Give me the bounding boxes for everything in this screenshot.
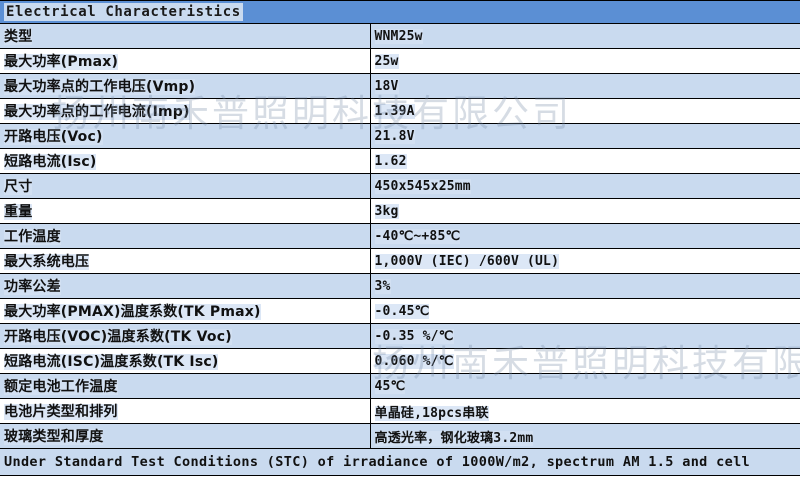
footer-note: Under Standard Test Conditions (STC) of …: [0, 448, 800, 476]
row-label: 额定电池工作温度: [4, 379, 118, 395]
row-label-cell: 短路电流(Isc): [0, 148, 370, 174]
row-value-cell: 18V: [369, 73, 800, 99]
table-row: 电池片类型和排列 单晶硅,18pcs串联: [0, 398, 800, 424]
row-label-cell: 工作温度: [0, 223, 370, 249]
row-value: 1,000V (IEC) /600V (UL): [374, 254, 560, 269]
row-value-cell: 21.8V: [369, 123, 800, 149]
table-row: 最大功率点的工作电流(Imp) 1.39A: [0, 98, 800, 124]
row-label: 最大系统电压: [4, 254, 90, 270]
table-title: Electrical Characteristics: [4, 3, 243, 21]
row-value-cell: 1.62: [369, 148, 800, 174]
table-row: 开路电压(VOC)温度系数(TK Voc) -0.35 %/℃: [0, 323, 800, 349]
row-label-cell: 最大功率(Pmax): [0, 48, 370, 74]
row-value: 单晶硅,18pcs串联: [374, 405, 489, 421]
row-value: WNM25w: [374, 29, 423, 44]
row-label-cell: 短路电流(ISC)温度系数(TK Isc): [0, 348, 370, 374]
row-value: -0.45℃: [374, 304, 430, 319]
row-value: 3kg: [374, 204, 399, 219]
row-value: 18V: [374, 79, 399, 94]
row-value: 0.060 %/℃: [374, 354, 454, 369]
row-value: 高透光率，钢化玻璃3.2mm: [374, 430, 534, 446]
row-value: 450x545x25mm: [374, 179, 471, 194]
row-label-cell: 开路电压(VOC)温度系数(TK Voc): [0, 323, 370, 349]
row-value: -40℃~+85℃: [374, 229, 461, 244]
row-value-cell: 1.39A: [369, 98, 800, 124]
row-value-cell: -0.35 %/℃: [369, 323, 800, 349]
row-label-cell: 玻璃类型和厚度: [0, 423, 370, 449]
row-label: 最大功率点的工作电流(Imp): [4, 104, 190, 120]
table-row: 最大功率点的工作电压(Vmp) 18V: [0, 73, 800, 99]
table-row: 玻璃类型和厚度 高透光率，钢化玻璃3.2mm: [0, 423, 800, 449]
row-value: 1.39A: [374, 104, 415, 119]
row-value-cell: 3kg: [369, 198, 800, 224]
row-value-cell: 单晶硅,18pcs串联: [369, 398, 800, 424]
table-row: 最大功率(PMAX)温度系数(TK Pmax) -0.45℃: [0, 298, 800, 324]
table-row: 尺寸 450x545x25mm: [0, 173, 800, 199]
row-value-cell: 450x545x25mm: [369, 173, 800, 199]
row-value-cell: 1,000V (IEC) /600V (UL): [369, 248, 800, 274]
table-row: 重量 3kg: [0, 198, 800, 224]
row-label-cell: 开路电压(Voc): [0, 123, 370, 149]
row-label: 最大功率(Pmax): [4, 54, 119, 70]
row-value-cell: 0.060 %/℃: [369, 348, 800, 374]
row-value: 21.8V: [374, 129, 415, 144]
row-label: 重量: [4, 204, 33, 220]
table-row: 最大功率(Pmax) 25w: [0, 48, 800, 74]
row-label: 最大功率点的工作电压(Vmp): [4, 79, 196, 95]
table-row: 额定电池工作温度 45℃: [0, 373, 800, 399]
row-label: 开路电压(Voc): [4, 129, 103, 145]
row-label: 短路电流(Isc): [4, 154, 97, 170]
row-label-cell: 额定电池工作温度: [0, 373, 370, 399]
row-label: 最大功率(PMAX)温度系数(TK Pmax): [4, 304, 261, 320]
row-label-cell: 电池片类型和排列: [0, 398, 370, 424]
row-value-cell: -40℃~+85℃: [369, 223, 800, 249]
row-value: -0.35 %/℃: [374, 329, 454, 344]
table-footer-row: Under Standard Test Conditions (STC) of …: [0, 448, 800, 476]
row-value-cell: WNM25w: [369, 23, 800, 49]
row-label-cell: 最大功率点的工作电压(Vmp): [0, 73, 370, 99]
row-value: 25w: [374, 54, 399, 69]
row-label: 类型: [4, 29, 33, 45]
table-row: 最大系统电压 1,000V (IEC) /600V (UL): [0, 248, 800, 274]
row-value: 45℃: [374, 379, 406, 394]
table-row: 类型 WNM25w: [0, 23, 800, 49]
row-label: 电池片类型和排列: [4, 404, 118, 420]
row-label: 功率公差: [4, 279, 61, 295]
table-row: 功率公差 3%: [0, 273, 800, 299]
row-label: 尺寸: [4, 179, 33, 195]
table-row: 短路电流(ISC)温度系数(TK Isc) 0.060 %/℃: [0, 348, 800, 374]
row-label-cell: 最大功率(PMAX)温度系数(TK Pmax): [0, 298, 370, 324]
row-label-cell: 类型: [0, 23, 370, 49]
table-row: 短路电流(Isc) 1.62: [0, 148, 800, 174]
row-label-cell: 重量: [0, 198, 370, 224]
row-value-cell: 25w: [369, 48, 800, 74]
table-header-row: Electrical Characteristics: [0, 0, 800, 24]
row-label: 玻璃类型和厚度: [4, 429, 104, 445]
row-value-cell: 高透光率，钢化玻璃3.2mm: [369, 423, 800, 449]
table-title-cell: Electrical Characteristics: [0, 0, 800, 24]
row-label-cell: 尺寸: [0, 173, 370, 199]
row-value-cell: -0.45℃: [369, 298, 800, 324]
row-value-cell: 45℃: [369, 373, 800, 399]
row-value-cell: 3%: [369, 273, 800, 299]
table-row: 开路电压(Voc) 21.8V: [0, 123, 800, 149]
row-label: 工作温度: [4, 229, 61, 245]
row-label: 短路电流(ISC)温度系数(TK Isc): [4, 354, 219, 370]
table-row: 工作温度 -40℃~+85℃: [0, 223, 800, 249]
row-value: 3%: [374, 279, 391, 294]
row-label-cell: 功率公差: [0, 273, 370, 299]
row-value: 1.62: [374, 154, 407, 169]
row-label: 开路电压(VOC)温度系数(TK Voc): [4, 329, 232, 345]
row-label-cell: 最大系统电压: [0, 248, 370, 274]
row-label-cell: 最大功率点的工作电流(Imp): [0, 98, 370, 124]
